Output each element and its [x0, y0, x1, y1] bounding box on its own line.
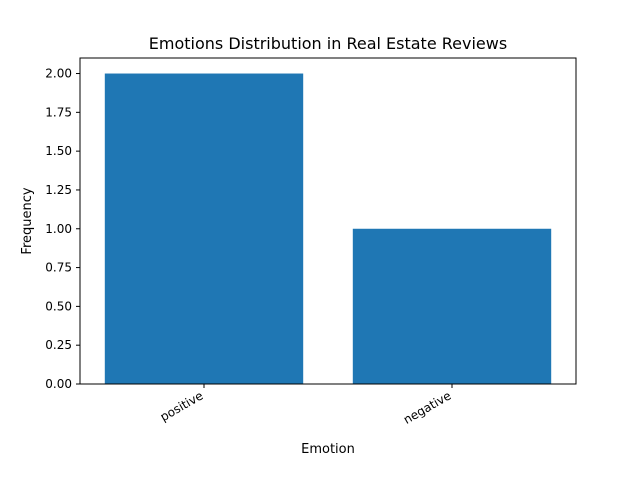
plot-area: positive negative0.000.250.500.751.001.25… [45, 67, 552, 427]
y-tick-label: 2.00 [45, 67, 72, 81]
y-tick-label: 1.25 [45, 183, 72, 197]
y-tick-label: 0.50 [45, 299, 72, 313]
axes-frame [79, 57, 577, 385]
bar-negative [352, 228, 552, 384]
y-tick-label: 0.25 [45, 338, 72, 352]
y-tick-label: 0.75 [45, 261, 72, 275]
y-tick-label: 1.75 [45, 105, 72, 119]
bar-positive [104, 73, 304, 385]
x-axis-title: Emotion [301, 442, 355, 457]
y-tick-label: 1.00 [45, 222, 72, 236]
y-axis-title: Frequency [20, 187, 35, 254]
chart-title: Emotions Distribution in Real Estate Rev… [149, 34, 507, 53]
y-tick-label: 0.00 [45, 377, 72, 391]
y-tick-label: 1.50 [45, 144, 72, 158]
